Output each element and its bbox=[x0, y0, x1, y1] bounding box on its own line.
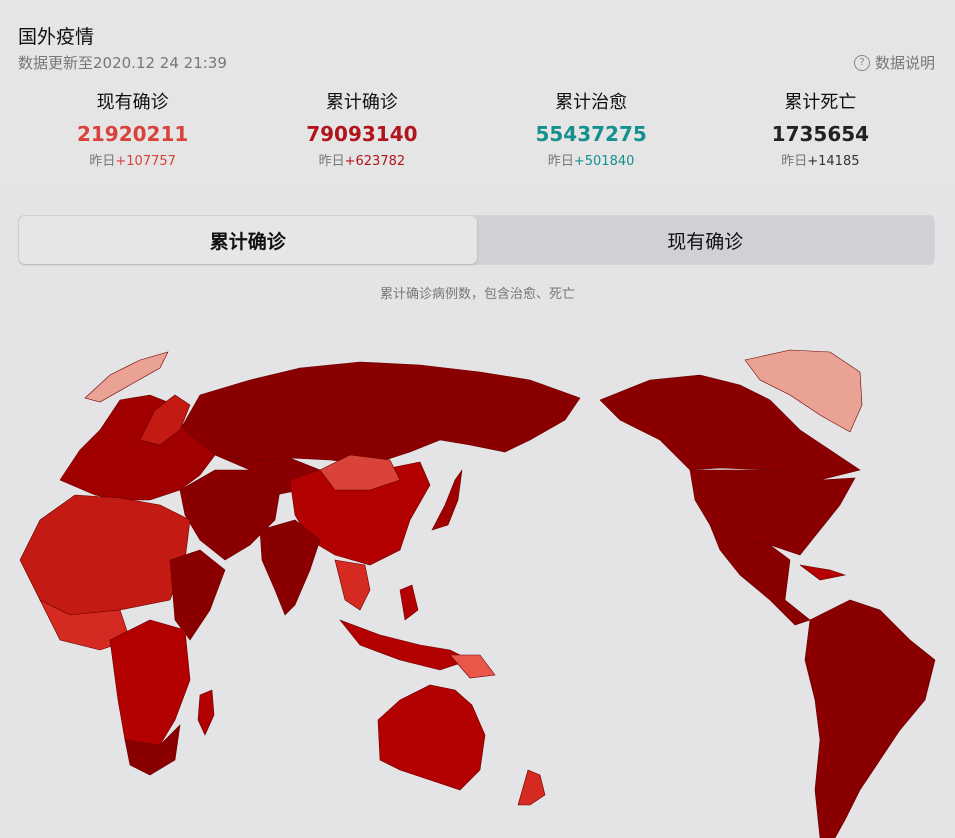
region-caribbean[interactable] bbox=[799, 564, 847, 581]
stat-delta: 昨日+14185 bbox=[781, 154, 860, 169]
page-title: 国外疫情 bbox=[18, 26, 95, 48]
region-india[interactable] bbox=[259, 519, 321, 616]
stat-value: 21920211 bbox=[76, 122, 189, 146]
stat-value: 55437275 bbox=[535, 122, 647, 146]
stat-delta: 昨日+623782 bbox=[318, 154, 406, 169]
stat-current-confirmed: 现有确诊 21920211 昨日+107757 bbox=[18, 88, 247, 169]
stats-row: 现有确诊 21920211 昨日+107757 累计确诊 79093140 昨日… bbox=[18, 88, 935, 169]
region-north-africa[interactable] bbox=[19, 494, 191, 616]
region-japan[interactable] bbox=[431, 469, 463, 531]
region-canada-alaska[interactable] bbox=[599, 374, 861, 481]
update-time: 数据更新至2020.12 24 21:39 bbox=[18, 54, 227, 72]
region-mongolia[interactable] bbox=[319, 454, 401, 491]
map-mode-tabs: 累计确诊 现有确诊 bbox=[18, 215, 935, 265]
region-png[interactable] bbox=[449, 654, 496, 679]
stat-total-deaths: 累计死亡 1735654 昨日+14185 bbox=[706, 88, 935, 169]
stat-label: 累计确诊 bbox=[325, 92, 398, 113]
region-usa[interactable] bbox=[689, 469, 856, 556]
region-new-zealand[interactable] bbox=[517, 769, 546, 806]
data-explanation-link[interactable]: ? 数据说明 bbox=[853, 52, 935, 73]
region-greenland-east[interactable] bbox=[744, 349, 863, 433]
region-philippines[interactable] bbox=[399, 584, 419, 621]
region-madagascar[interactable] bbox=[197, 689, 215, 736]
map-caption: 累计确诊病例数，包含治愈、死亡 bbox=[379, 287, 575, 302]
tab-total-confirmed[interactable]: 累计确诊 bbox=[19, 216, 477, 264]
stat-value: 1735654 bbox=[771, 122, 870, 146]
region-russia[interactable] bbox=[179, 361, 581, 466]
world-map[interactable] bbox=[0, 330, 955, 838]
explain-label: 数据说明 bbox=[874, 54, 935, 72]
summary-header: 国外疫情 数据更新至2020.12 24 21:39 ? 数据说明 现有确诊 2… bbox=[0, 0, 955, 190]
region-greenland-west[interactable] bbox=[84, 351, 169, 403]
region-indonesia[interactable] bbox=[339, 619, 471, 671]
region-southeast-asia[interactable] bbox=[334, 559, 371, 611]
stat-label: 累计死亡 bbox=[784, 92, 857, 113]
region-south-america[interactable] bbox=[804, 599, 936, 838]
stat-total-recovered: 累计治愈 55437275 昨日+501840 bbox=[477, 88, 706, 169]
region-south-africa[interactable] bbox=[124, 724, 181, 776]
question-circle-icon: ? bbox=[853, 54, 870, 71]
stat-value: 79093140 bbox=[306, 122, 418, 146]
stat-total-confirmed: 累计确诊 79093140 昨日+623782 bbox=[247, 88, 476, 169]
region-central-africa[interactable] bbox=[109, 619, 191, 761]
tab-current-confirmed[interactable]: 现有确诊 bbox=[667, 230, 744, 253]
stat-label: 累计治愈 bbox=[555, 92, 628, 113]
region-scandinavia[interactable] bbox=[139, 394, 191, 446]
stat-delta: 昨日+107757 bbox=[89, 154, 176, 169]
stat-delta: 昨日+501840 bbox=[547, 154, 635, 169]
stat-label: 现有确诊 bbox=[96, 92, 169, 113]
region-australia[interactable] bbox=[377, 684, 486, 791]
region-east-africa[interactable] bbox=[169, 549, 226, 641]
